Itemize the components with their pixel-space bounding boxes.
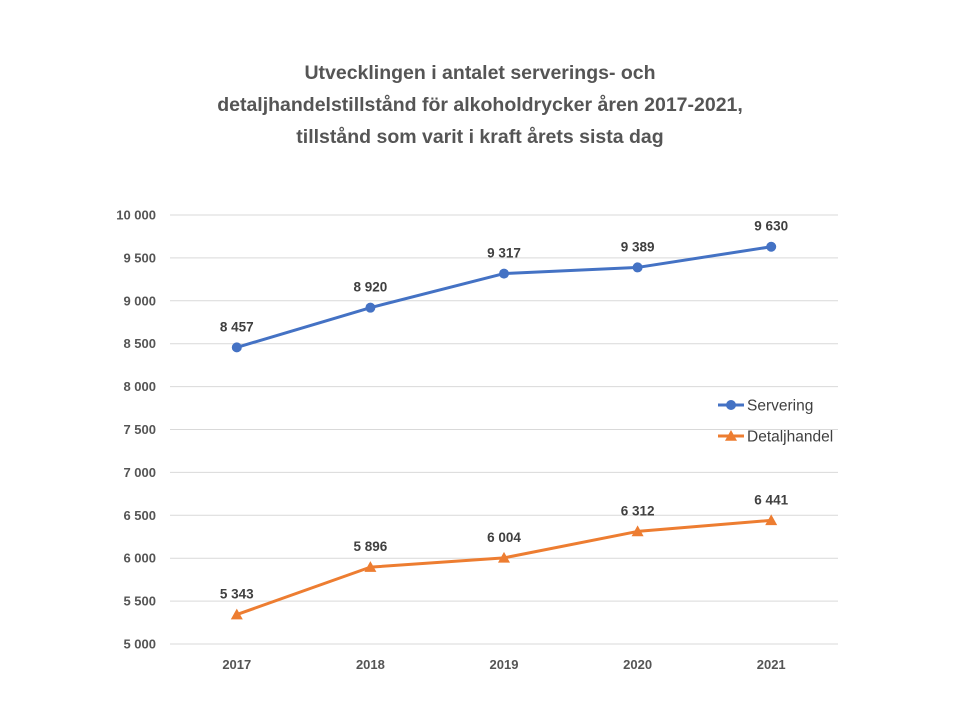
y-tick-label: 8 000 (123, 379, 156, 394)
y-tick-label: 10 000 (116, 208, 156, 223)
data-label: 9 317 (487, 246, 521, 261)
x-tick-label: 2021 (757, 657, 786, 672)
data-label: 9 630 (754, 219, 788, 234)
data-point-marker (632, 262, 643, 273)
data-label: 6 004 (487, 530, 521, 545)
x-tick-label: 2017 (222, 657, 251, 672)
legend-marker (726, 400, 736, 410)
data-point-marker (231, 342, 242, 353)
legend-marker (725, 430, 737, 441)
y-tick-label: 6 000 (123, 551, 156, 566)
data-label: 6 312 (621, 503, 655, 518)
data-point-marker (766, 241, 777, 252)
series-detaljhandel (230, 514, 778, 620)
chart-title: Utvecklingen i antalet serverings- och d… (0, 57, 960, 153)
data-label: 6 441 (754, 492, 788, 507)
y-tick-label: 9 000 (123, 293, 156, 308)
y-axis-tick-labels: 5 000 5 500 6 000 6 500 7 000 7 500 8 000 8 500… (116, 208, 156, 652)
data-point-marker (631, 525, 644, 537)
x-tick-label: 2018 (356, 657, 385, 672)
chart-title-line-2: detaljhandelstillstånd för alkoholdrycke… (217, 94, 743, 116)
series-line-servering (235, 245, 773, 349)
y-tick-label: 7 500 (123, 422, 156, 437)
y-tick-label: 6 500 (123, 508, 156, 523)
data-point-marker (365, 302, 376, 313)
x-tick-label: 2019 (490, 657, 519, 672)
data-point-marker (230, 608, 243, 620)
chart-title-line-1: Utvecklingen i antalet serverings- och (304, 62, 656, 84)
chart-title-line-3: tillstånd som varit i kraft årets sista … (296, 126, 664, 148)
data-label: 5 343 (220, 587, 254, 602)
series (230, 241, 778, 620)
data-point-marker (498, 551, 510, 563)
data-label: 5 896 (354, 539, 388, 554)
data-label: 9 389 (621, 239, 655, 254)
y-tick-label: 9 500 (123, 250, 156, 265)
gridlines (170, 214, 838, 645)
data-label: 8 920 (354, 280, 388, 295)
data-point-marker (499, 268, 509, 279)
y-tick-label: 8 500 (123, 336, 156, 351)
y-tick-label: 5 500 (123, 594, 156, 609)
data-labels: 8 457 8 920 9 317 9 389 9 630 5 343 5 896 6 004… (220, 219, 789, 602)
x-axis-tick-labels: 2017 2018 2019 2020 2021 (222, 657, 785, 672)
data-label: 8 457 (220, 319, 254, 334)
series-servering (231, 241, 777, 353)
legend-label: Servering (747, 398, 813, 415)
legend: Servering Detaljhandel (718, 398, 833, 446)
legend-item-servering: Servering (718, 398, 813, 415)
legend-label: Detaljhandel (747, 429, 833, 446)
data-point-marker (765, 514, 778, 526)
y-tick-label: 7 000 (123, 465, 156, 480)
data-point-marker (364, 561, 377, 572)
x-tick-label: 2020 (623, 657, 652, 672)
legend-item-detaljhandel: Detaljhandel (718, 429, 833, 446)
y-tick-label: 5 000 (123, 637, 156, 652)
